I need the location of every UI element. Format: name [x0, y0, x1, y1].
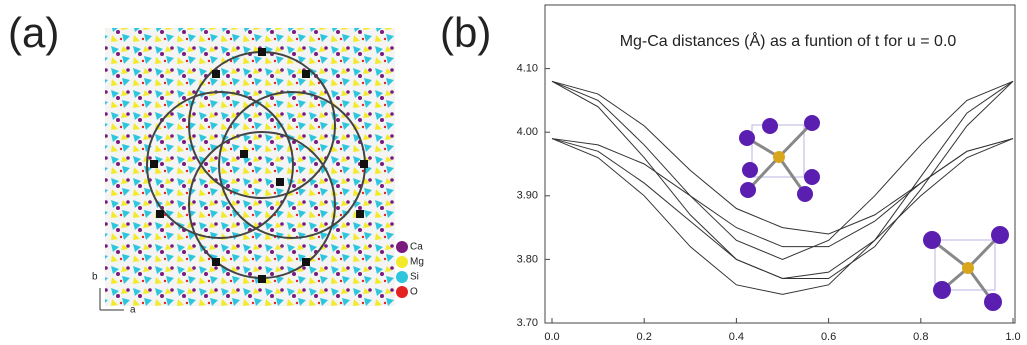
y-tick-label: 3.90: [517, 190, 538, 202]
line-series: [551, 80, 1014, 279]
squares: [150, 48, 368, 283]
crystal-structure: [105, 28, 395, 306]
x-tick-label: 0.6: [821, 331, 836, 343]
legend-swatch: [396, 286, 408, 298]
legend-label: Si: [410, 272, 419, 283]
molecule: [739, 115, 820, 202]
legend-label: Ca: [410, 242, 423, 253]
molecule: [923, 226, 1009, 311]
axis-label: b: [92, 272, 98, 283]
line-series: [551, 80, 1014, 260]
x-tick-label: 0.2: [637, 331, 652, 343]
legend-swatch: [396, 256, 408, 268]
y-tick-label: 3.80: [517, 253, 538, 265]
plot-frame: [544, 4, 1016, 324]
legend: Ca Mg Si O: [396, 241, 424, 298]
chart-title: Mg-Ca distances (Å) as a funtion of t fo…: [620, 31, 957, 50]
legend-label: Mg: [410, 257, 424, 268]
x-tick-label: 0.4: [729, 331, 744, 343]
y-tick-label: 3.70: [517, 317, 538, 329]
legend-label: O: [410, 287, 418, 298]
axes-indicator: [99, 288, 124, 311]
line-series: [551, 80, 1014, 235]
x-tick-label: 0.8: [913, 331, 928, 343]
legend-swatch: [396, 271, 408, 283]
y-tick-label: 4.00: [517, 126, 538, 138]
x-tick-label: 1.0: [1005, 331, 1020, 343]
x-tick-label: 0.0: [544, 331, 559, 343]
line-series: [551, 80, 1014, 295]
legend-swatch: [396, 241, 408, 253]
y-tick-label: 4.10: [517, 63, 538, 75]
plot: 3.70 3.80 3.90 4.00 4.10 0.0 0.2 0.4 0.6 0.8 1.0: [517, 63, 1021, 343]
axis-label: a: [130, 305, 136, 316]
panel-label: (b): [440, 9, 491, 56]
panel-label: (a): [8, 9, 59, 56]
